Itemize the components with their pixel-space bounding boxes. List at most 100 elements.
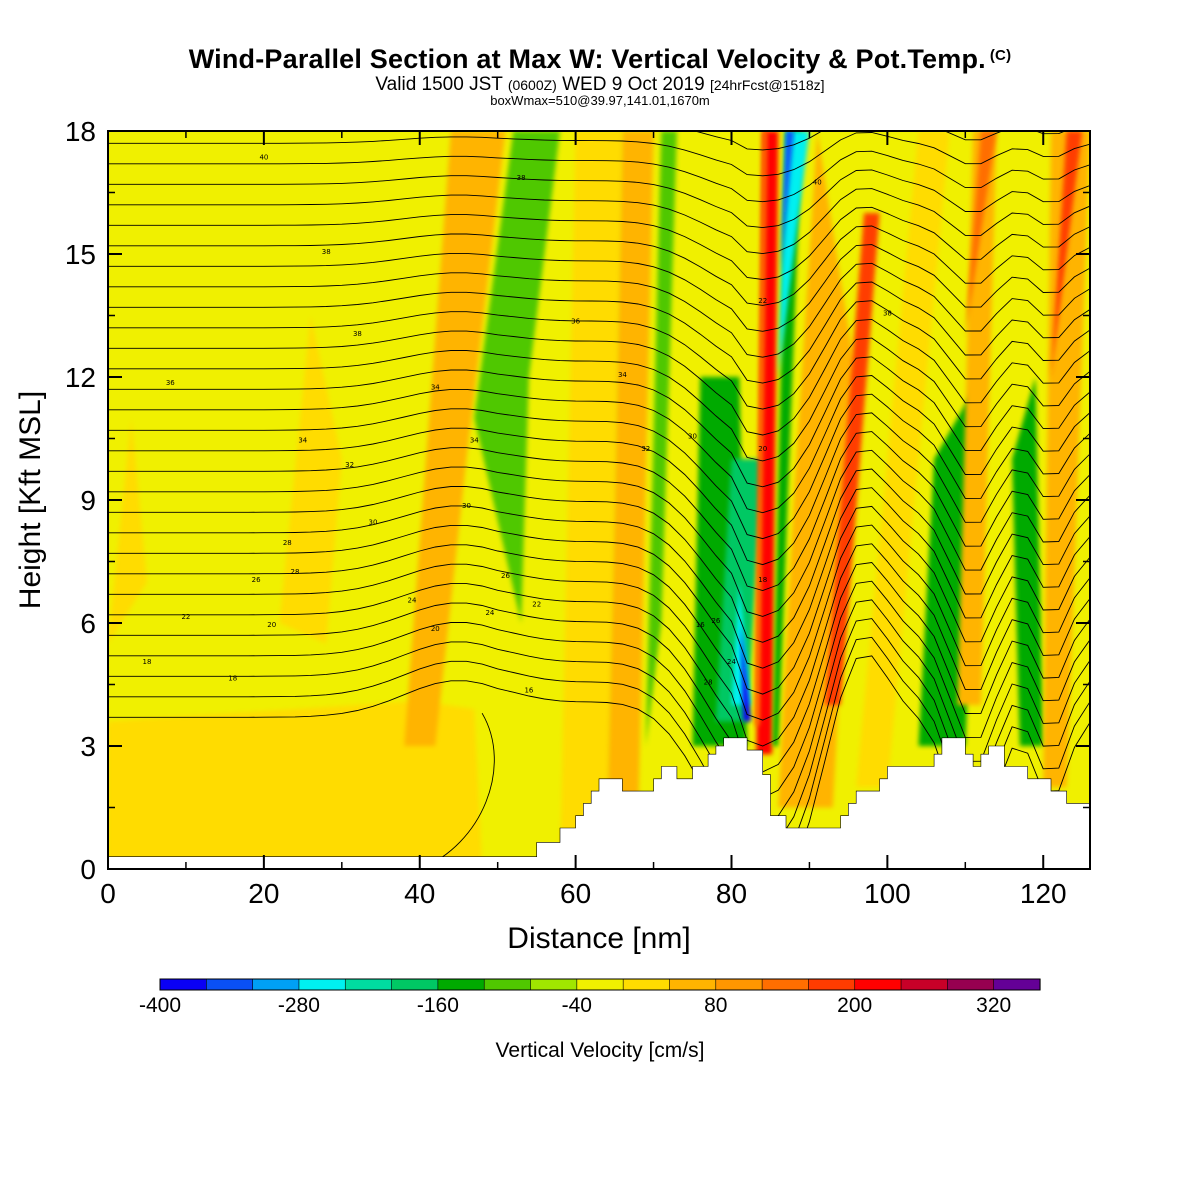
contour-label: 26 [501, 572, 510, 580]
isentrope-line [108, 468, 1090, 643]
field-blue-upper [780, 131, 794, 275]
x-tick-label: 80 [716, 878, 747, 909]
colorbar-swatch [437, 978, 485, 991]
contour-label: 30 [462, 502, 471, 510]
isentrope-line [108, 150, 1090, 203]
colorbar-label: 80 [704, 994, 727, 1017]
field-gold-2 [560, 131, 623, 869]
colorbar-swatch [993, 978, 1041, 991]
y-tick-label: 3 [80, 731, 96, 762]
copyright-mark: (C) [989, 47, 1012, 64]
colorbar-swatch [391, 978, 439, 991]
forecast-info: [24hrFcst@1518z] [709, 77, 825, 93]
colorbar-swatch [669, 978, 717, 991]
isentrope-line [108, 505, 1090, 695]
contour-label: 18 [228, 674, 237, 682]
field-gold-low [108, 700, 483, 865]
field-yellow [108, 131, 405, 869]
x-tick-label: 40 [404, 878, 435, 909]
y-tick-label: 15 [65, 239, 96, 270]
field-orange-4 [957, 131, 997, 705]
colorbar-swatch [159, 978, 207, 991]
contour-label: 30 [688, 433, 697, 441]
isentrope-line [108, 580, 1090, 799]
isentrope-line [108, 412, 1090, 566]
field-orange-5 [965, 131, 997, 336]
colorbar-swatch [854, 978, 902, 991]
field-orange-7 [1051, 131, 1083, 377]
contour-label: 28 [291, 568, 300, 576]
colorbar-label: 320 [976, 994, 1011, 1017]
colorbar-swatch [761, 978, 810, 991]
contour-label: 34 [431, 383, 440, 391]
field-green-1 [474, 131, 560, 623]
potential-temperature-contours [108, 131, 1090, 869]
colorbar-label: -280 [278, 994, 320, 1017]
colorbar-label: 200 [837, 994, 872, 1017]
contour-label: 40 [259, 154, 268, 162]
terrain [108, 737, 1090, 869]
field-gold-3 [856, 131, 950, 787]
y-tick-label: 12 [65, 362, 96, 393]
contour-label: 22 [532, 601, 541, 609]
colorbar-swatch [252, 978, 300, 991]
contour-label: 36 [166, 379, 175, 387]
contour-label: 38 [353, 330, 362, 338]
field-green-4 [772, 131, 802, 746]
contour-label: 16 [696, 621, 705, 629]
colorbar-swatch [947, 978, 995, 991]
x-tick-label: 100 [864, 878, 911, 909]
box-info: boxWmax=510@39.97,141.01,1670m [490, 93, 710, 108]
contour-label: 34 [618, 371, 627, 379]
colorbar-swatch [808, 978, 856, 991]
contour-label: 18 [758, 576, 767, 584]
contour-label: 24 [485, 609, 494, 617]
valid-utc: (0600Z) [507, 77, 557, 93]
colorbar-swatch [344, 978, 393, 991]
y-axis-label: Height [Kft MSL] [14, 391, 47, 609]
contour-labels: 40 38 38 36 34 34 34 32 30 30 28 28 26 26 24 24 22 22 20 20… [143, 154, 892, 695]
field-gold-left [108, 418, 147, 644]
contour-label: 28 [283, 539, 292, 547]
x-axis-label: Distance [nm] [507, 922, 690, 955]
contour-label: 32 [641, 445, 650, 453]
contour-label: 38 [517, 174, 526, 182]
valid-prefix: Valid 1500 JST [375, 74, 503, 95]
isentrope-line [108, 487, 1090, 669]
contour-label: 34 [470, 437, 479, 445]
colorbar-swatch [715, 978, 763, 991]
isentrope-line [108, 524, 1090, 721]
contour-label: 16 [524, 687, 533, 695]
field-blue-low [740, 623, 751, 722]
contour-label: 38 [322, 248, 331, 256]
isentrope-line [108, 188, 1090, 255]
colorbar-swatch [900, 978, 948, 991]
isentrope-line [108, 281, 1090, 384]
contour-label: 34 [298, 437, 307, 445]
field-green-2 [645, 131, 677, 746]
isentrope-line [108, 262, 1090, 358]
colorbar-swatch [622, 978, 671, 991]
plot-area: 40 38 38 36 34 34 34 32 30 30 28 28 26 26 24 24 22 22 20 20… [108, 131, 1090, 869]
chart-title: Wind-Parallel Section at Max W: Vertical… [0, 44, 1200, 75]
colorbar-title: Vertical Velocity [cm/s] [496, 1039, 705, 1062]
isentrope-line [108, 375, 1090, 514]
isentrope-line [108, 318, 1090, 436]
isentrope-line [108, 655, 1090, 869]
isentrope-line [108, 636, 1090, 869]
valid-date: WED 9 Oct 2019 [562, 74, 705, 95]
contour-label: 18 [143, 658, 152, 666]
contour-label: 36 [571, 318, 580, 326]
colorbar-frame [159, 978, 1041, 991]
contour-label: 26 [711, 617, 720, 625]
y-tick-label: 9 [80, 485, 96, 516]
isentrope-line [108, 169, 1090, 229]
isentrope-line [108, 206, 1090, 280]
y-tick-label: 6 [80, 608, 96, 639]
contour-label: 30 [369, 519, 378, 527]
colorbar-swatch [530, 978, 578, 991]
field-cyan-low [731, 582, 751, 705]
x-tick-label: 20 [248, 878, 279, 909]
title-text: Wind-Parallel Section at Max W: Vertical… [188, 44, 986, 74]
isentrope-line [108, 599, 1090, 825]
